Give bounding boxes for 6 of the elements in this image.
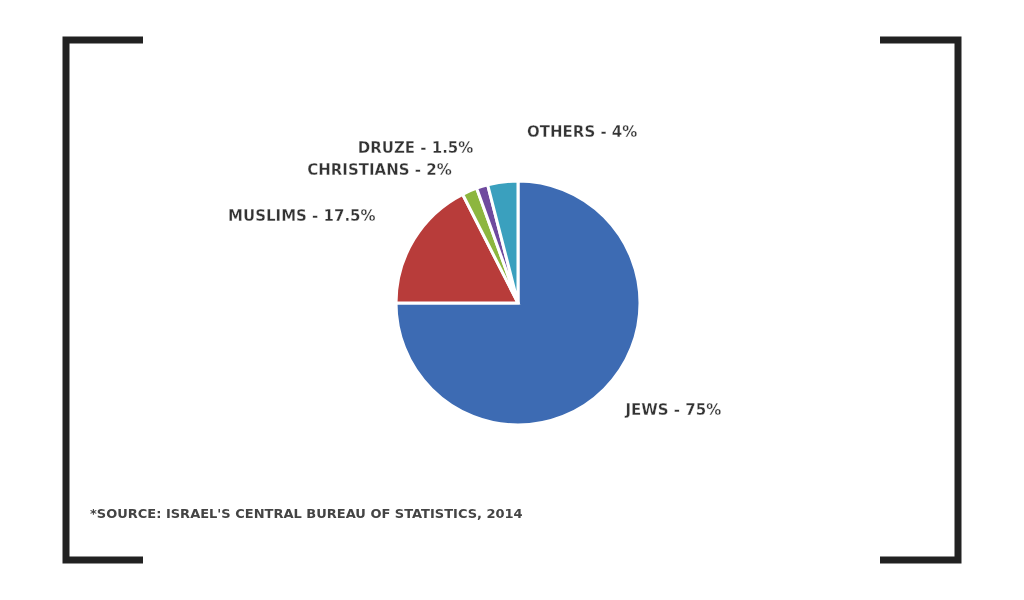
text: *SOURCE: ISRAEL'S CENTRAL BUREAU OF STATISTICS, 2014 [90, 506, 523, 521]
slice-label: OTHERS - 4% [527, 123, 638, 142]
slice-label: DRUZE - 1.5% [357, 138, 474, 157]
slice-label: CHRISTIANS - 2% [307, 160, 452, 179]
slice-label: MUSLIMS - 17.5% [228, 206, 376, 225]
slice-label: JEWS - 75% [624, 401, 722, 420]
